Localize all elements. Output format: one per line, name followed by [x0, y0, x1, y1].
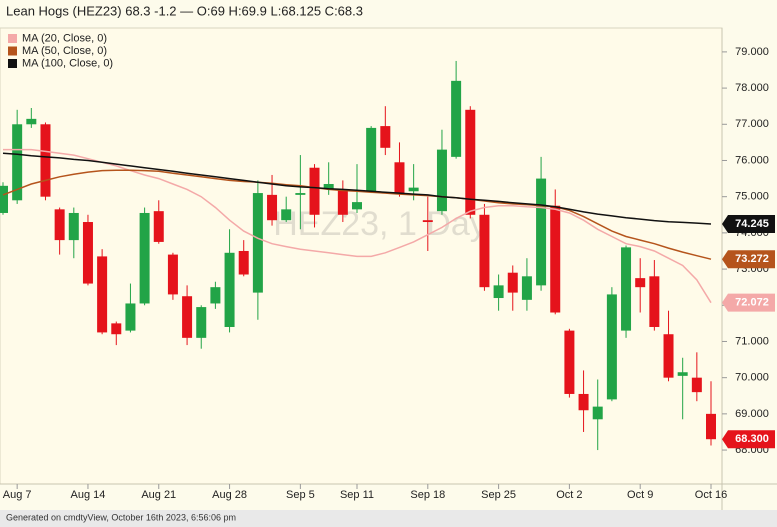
candle-body: [606, 294, 617, 400]
candle-body: [592, 406, 603, 420]
ma-price-tag-bg: [722, 293, 775, 312]
ma-price-tag-bg: [722, 250, 775, 269]
candle-body: [323, 184, 334, 190]
ma-price-tag: 72.072: [735, 297, 769, 309]
legend-swatch: [8, 46, 17, 56]
candle-body: [196, 307, 207, 338]
x-tick-label: Oct 9: [627, 489, 653, 501]
candle-body: [252, 193, 263, 293]
x-tick-label: Sep 25: [481, 489, 516, 501]
candle-body: [153, 211, 164, 242]
candle-body: [281, 209, 292, 221]
candle-body: [238, 250, 249, 275]
y-tick-label: 70.000: [735, 372, 769, 384]
candle-body: [493, 285, 504, 299]
last-price-tag-bg: [722, 430, 775, 449]
x-tick-label: Oct 2: [556, 489, 582, 501]
candle-body: [691, 377, 702, 393]
candle-body: [635, 278, 646, 288]
candle-body: [182, 296, 193, 338]
candle-body: [550, 205, 561, 313]
candle-body: [352, 202, 362, 210]
y-tick-label: 75.000: [735, 191, 769, 203]
y-tick-label: 79.000: [735, 46, 769, 58]
y-tick-label: 69.000: [735, 408, 769, 420]
candle-body: [68, 212, 79, 241]
x-tick-label: Aug 7: [3, 489, 32, 501]
candle-body: [380, 126, 391, 148]
candle-body: [706, 413, 716, 440]
ma-price-tag: 73.272: [735, 253, 769, 265]
candle-body: [436, 149, 447, 212]
x-tick-label: Aug 14: [71, 489, 106, 501]
candle-body: [507, 272, 518, 293]
ma-price-tag: 74.245: [735, 218, 769, 230]
candle-body: [451, 80, 462, 157]
candle-body: [663, 334, 674, 378]
candle-body: [267, 194, 278, 221]
ma-line: [2, 152, 712, 225]
candle-body: [465, 109, 476, 215]
footer-bar: [0, 510, 777, 527]
candle-body: [649, 276, 660, 327]
ma-line: [2, 169, 712, 260]
legend-swatch: [8, 59, 17, 68]
candle-body: [408, 187, 419, 192]
candle-body: [521, 276, 532, 300]
footer: Generated on cmdtyView, October 16th 202…: [6, 512, 236, 522]
candle-body: [536, 178, 547, 286]
candle-body: [82, 222, 93, 284]
watermark: HEZ23, 1 Day: [273, 205, 487, 243]
legend-swatch: [8, 34, 17, 43]
candle-body: [479, 214, 490, 288]
last-price-tag: 68.300: [735, 433, 769, 445]
candle-body: [366, 127, 377, 192]
candle-body: [0, 185, 8, 213]
y-tick-label: 77.000: [735, 118, 769, 130]
candle-body: [210, 287, 221, 304]
candle-body: [26, 118, 37, 125]
x-tick-label: Aug 28: [212, 489, 247, 501]
x-tick-label: Sep 11: [340, 489, 374, 501]
y-tick-label: 76.000: [735, 154, 769, 166]
candle-body: [337, 189, 348, 215]
candle-body: [677, 372, 688, 376]
candle-body: [12, 124, 23, 201]
x-tick-label: Oct 16: [695, 489, 727, 501]
candle-body: [295, 193, 306, 195]
x-tick-label: Sep 5: [286, 489, 315, 501]
y-tick-label: 78.000: [735, 82, 769, 94]
legend-label: MA (100, Close, 0): [22, 57, 113, 69]
candle-body: [139, 212, 150, 304]
candle-body: [167, 254, 178, 295]
ma-price-tag-bg: [722, 215, 775, 234]
y-tick-label: 71.000: [735, 335, 769, 347]
candle-body: [564, 330, 575, 394]
candle-body: [394, 162, 405, 194]
candle-body: [125, 303, 136, 331]
candle-body: [97, 256, 108, 333]
legend-label: MA (20, Close, 0): [22, 32, 107, 44]
x-tick-label: Sep 18: [410, 489, 445, 501]
candle-body: [54, 209, 65, 241]
x-tick-label: Aug 21: [141, 489, 176, 501]
chart-title: Lean Hogs (HEZ23) 68.3 -1.2 — O:69 H:69.…: [6, 3, 363, 18]
candle-body: [40, 124, 51, 197]
candle-body: [309, 167, 320, 215]
candle-body: [578, 393, 589, 411]
candle-body: [621, 247, 632, 331]
candle-body: [422, 220, 433, 223]
candle-body: [224, 252, 235, 327]
ma-line: [3, 148, 712, 304]
legend-label: MA (50, Close, 0): [22, 45, 107, 57]
candle-body: [111, 323, 122, 335]
